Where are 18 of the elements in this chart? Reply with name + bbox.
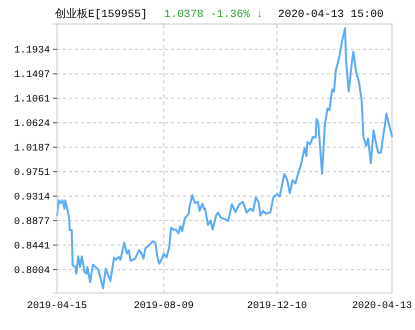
y-tick-label: 1.1061 — [14, 94, 50, 106]
y-tick-label: 0.8441 — [14, 241, 50, 252]
y-tick-label: 0.9314 — [14, 192, 50, 204]
y-tick-label: 1.0624 — [14, 118, 50, 130]
y-tick-label: 1.0187 — [14, 143, 50, 154]
chart-title: 创业板E[159955] — [55, 7, 148, 21]
x-tick-label: 2019-12-10 — [246, 301, 307, 312]
y-tick-label: 1.1497 — [14, 70, 50, 82]
x-tick-label: 2019-08-09 — [134, 301, 194, 312]
line-series — [56, 27, 393, 290]
y-tick-label: 0.8877 — [14, 216, 50, 228]
y-tick-label: 0.8004 — [14, 266, 50, 277]
text: 2020-04-13 15:00 — [278, 9, 384, 21]
x-tick-label: 2019-04-15 — [26, 301, 88, 312]
x-tick-label: 2020-04-13 — [352, 301, 412, 312]
text: 1.0378 -1.36% ↓ — [164, 9, 264, 21]
y-tick-label: 0.9751 — [14, 168, 50, 179]
y-tick-label: 1.1934 — [14, 46, 50, 57]
